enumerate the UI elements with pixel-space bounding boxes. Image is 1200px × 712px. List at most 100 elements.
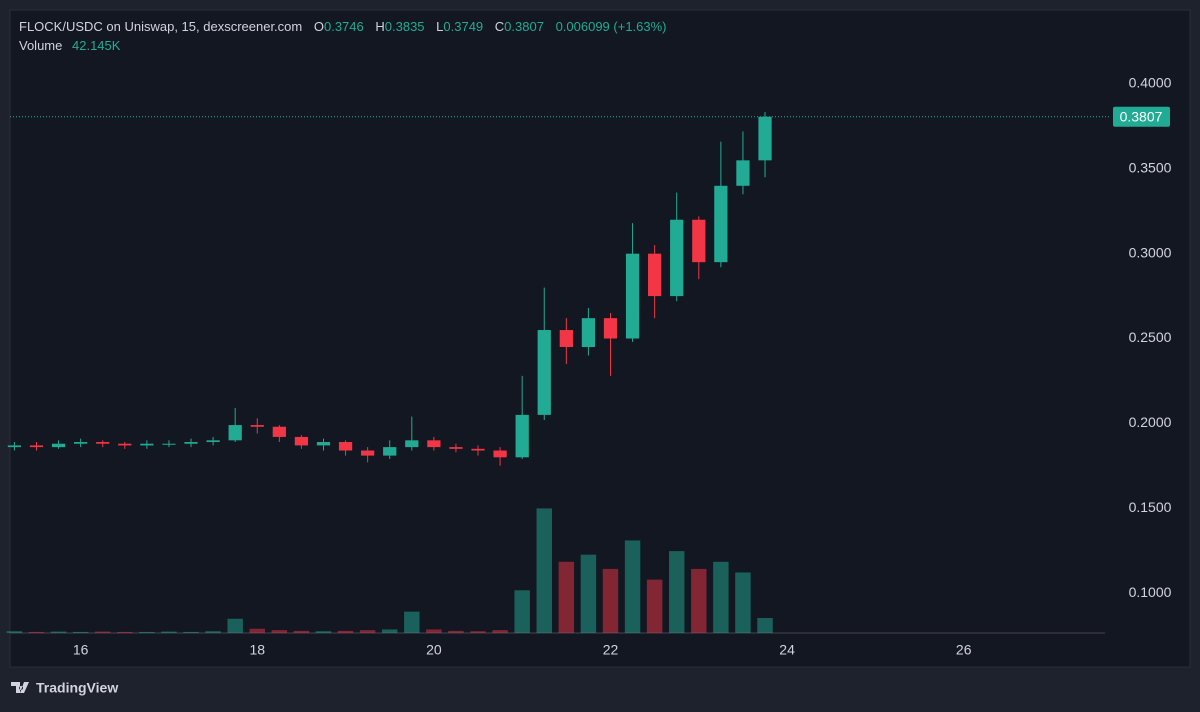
volume-bar <box>227 618 243 633</box>
volume-bar <box>139 631 155 633</box>
candle-body <box>559 330 573 348</box>
last-price-box <box>1113 106 1170 127</box>
l-value: 0.3749 <box>443 19 483 34</box>
volume-bar <box>624 540 641 633</box>
o-label: O <box>314 19 324 34</box>
x-tick-label: 16 <box>73 642 89 658</box>
volume-bar <box>315 631 332 633</box>
candle-body <box>427 440 441 448</box>
x-tick-label: 20 <box>426 642 442 658</box>
candle-body <box>625 253 640 339</box>
volume-bar <box>50 631 67 633</box>
volume-bar <box>646 579 663 633</box>
volume-bar <box>271 630 288 633</box>
volume-bar <box>381 629 398 633</box>
candle-body <box>96 442 110 444</box>
volume-value: 42.145K <box>72 38 121 53</box>
volume-bar <box>337 630 354 633</box>
candle-body <box>29 445 44 448</box>
candle-body <box>758 116 772 161</box>
candle-body <box>162 443 176 445</box>
volume-bar <box>359 630 376 633</box>
pair-title: FLOCK/USDC on Uniswap, 15, dexscreener.c… <box>19 19 667 34</box>
volume-bar <box>536 508 552 633</box>
volume-bar <box>249 628 265 633</box>
candle-body <box>603 318 618 339</box>
volume-bar <box>72 631 89 633</box>
candle-body <box>316 442 331 446</box>
y-tick-label: 0.2500 <box>1129 329 1172 345</box>
volume-bar <box>691 568 707 633</box>
volume-bar <box>448 630 464 633</box>
candle-body <box>140 443 154 446</box>
o-value: 0.3746 <box>324 19 364 34</box>
volume-bar <box>492 630 508 633</box>
volume-label: Volume <box>19 38 62 53</box>
tradingview-logo <box>11 682 29 693</box>
candle-body <box>184 442 198 444</box>
candle-body <box>493 450 507 458</box>
candle-body <box>581 318 596 348</box>
y-tick-label: 0.4000 <box>1129 75 1172 91</box>
candle-body <box>692 219 706 263</box>
candle-body <box>714 185 728 263</box>
candle-body <box>74 442 88 444</box>
y-tick-label: 0.1000 <box>1129 584 1172 600</box>
volume-bar <box>28 631 45 633</box>
x-tick-label: 18 <box>249 642 265 658</box>
volume-bar <box>6 631 23 633</box>
candle-body <box>51 443 66 448</box>
volume-bar <box>602 568 619 633</box>
volume-bar <box>404 611 420 633</box>
candle-body <box>118 443 132 446</box>
candle-body <box>471 448 485 451</box>
candle-body <box>228 425 242 441</box>
candle-body <box>736 160 750 186</box>
candle-body <box>670 219 684 297</box>
volume-bar <box>161 631 177 633</box>
candle-body <box>206 440 220 443</box>
volume-legend: Volume 42.145K <box>19 38 121 53</box>
volume-bar <box>470 631 486 633</box>
x-tick-label: 26 <box>956 642 972 658</box>
candle-body <box>250 425 264 427</box>
last-price-label: 0.3807 <box>1120 108 1163 124</box>
candle-body <box>7 445 22 448</box>
x-tick-label: 24 <box>779 642 795 658</box>
volume-bar <box>757 617 773 633</box>
volume-bar <box>205 631 221 633</box>
c-label: C <box>495 19 504 34</box>
change: 0.006099 (+1.63%) <box>556 19 667 34</box>
y-tick-label: 0.3500 <box>1129 160 1172 176</box>
chart-panel <box>9 9 1191 668</box>
volume-bar <box>713 561 729 633</box>
volume-bar <box>426 629 442 633</box>
volume-bar <box>183 631 199 633</box>
candle-body <box>294 436 309 446</box>
c-value: 0.3807 <box>504 19 544 34</box>
y-tick-label: 0.3000 <box>1129 244 1172 260</box>
candle-body <box>515 414 529 458</box>
volume-bar <box>94 631 111 633</box>
volume-bar <box>735 572 751 633</box>
volume-bar <box>117 631 133 633</box>
candle-body <box>272 426 286 437</box>
candle-body <box>361 450 375 456</box>
volume-bar <box>293 630 310 633</box>
y-tick-label: 0.1500 <box>1129 499 1172 515</box>
volume-bar <box>580 554 597 633</box>
candle-body <box>648 253 662 297</box>
candle-body <box>338 442 353 451</box>
volume-bar <box>558 561 575 633</box>
l-label: L <box>436 19 443 34</box>
candle-body <box>383 447 397 456</box>
pair: FLOCK/USDC on Uniswap, 15, dexscreener.c… <box>19 19 302 34</box>
candle-body <box>449 447 463 449</box>
volume-bar <box>514 590 530 633</box>
y-tick-label: 0.2000 <box>1129 414 1172 430</box>
h-label: H <box>375 19 384 34</box>
h-value: 0.3835 <box>385 19 425 34</box>
candle-body <box>537 330 551 415</box>
volume-bar <box>668 551 685 633</box>
